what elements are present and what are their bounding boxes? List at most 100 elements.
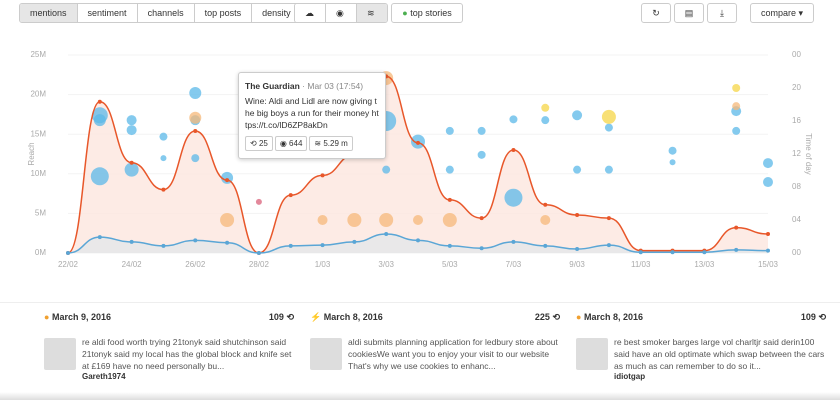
bubble <box>669 159 676 166</box>
story-card[interactable]: ● March 8, 2016 109 ⟲ re best smoker barg… <box>576 312 826 381</box>
bubble <box>189 111 202 124</box>
bubble <box>413 215 423 225</box>
tab[interactable]: channels <box>137 4 195 22</box>
reach-value: 5.29 m <box>323 139 348 148</box>
card-date: March 8, 2016 <box>583 312 643 322</box>
card-header: ⚡ March 8, 2016 225 ⟲ <box>310 312 560 322</box>
point <box>225 178 230 183</box>
eye-button[interactable]: ◉ <box>326 4 357 22</box>
retweets: ⟲ 25 <box>245 136 273 151</box>
x-tick-label: 1/03 <box>315 260 331 269</box>
bubble <box>159 132 168 141</box>
card-text: re best smoker barges large vol charltjr… <box>614 337 825 371</box>
chart: Reach Time of day 0M 5M 10M 15M 20M 25M 00 04 08… <box>27 50 813 269</box>
point <box>288 243 293 248</box>
point <box>352 239 357 244</box>
bubble <box>541 103 550 112</box>
tooltip-source: The Guardian <box>245 81 300 91</box>
wifi-button[interactable]: ≋ <box>357 4 387 22</box>
avatar <box>576 338 608 370</box>
tab[interactable]: mentions <box>20 4 78 22</box>
point <box>479 216 484 221</box>
point <box>543 243 548 248</box>
y-tick-label: 10M <box>30 169 46 178</box>
card-text: re aldi food worth trying 21tonyk said s… <box>82 337 292 371</box>
card-author: idiotgap <box>614 372 646 381</box>
x-tick-label: 5/03 <box>442 260 458 269</box>
card-header: ● March 9, 2016 109 ⟲ <box>44 312 294 322</box>
point <box>766 231 770 236</box>
point <box>606 243 611 248</box>
tooltip-text: Wine: Aldi and Lidl are now giving the b… <box>245 96 379 130</box>
bubble <box>347 213 362 227</box>
bubble <box>573 165 582 174</box>
story-card[interactable]: ⚡ March 8, 2016 225 ⟲ aldi submits planni… <box>310 312 560 371</box>
y-tick-label: 25M <box>30 50 46 59</box>
y-tick-label: 5M <box>35 209 46 218</box>
bubble <box>93 114 106 127</box>
x-tick-label: 13/03 <box>694 260 715 269</box>
bubble <box>732 84 741 92</box>
top-stories-toggle[interactable]: ● top stories <box>391 3 463 23</box>
card-count: 109 ⟲ <box>800 312 826 322</box>
bubble <box>504 188 523 207</box>
bubble <box>541 116 550 125</box>
point <box>734 247 739 252</box>
point <box>129 160 134 165</box>
point <box>447 243 452 248</box>
bubble <box>124 162 139 177</box>
bubble <box>445 126 454 135</box>
point <box>606 216 611 221</box>
bubble <box>191 154 200 163</box>
point <box>670 250 675 255</box>
avatar <box>310 338 342 370</box>
card-text: aldi submits planning application for le… <box>348 337 558 371</box>
point <box>543 202 548 207</box>
compare-button[interactable]: compare ▾ <box>750 3 814 23</box>
point <box>734 225 739 230</box>
y2-tick-label: 00 <box>792 50 801 59</box>
y2-tick-label: 04 <box>792 215 801 224</box>
x-tick-label: 22/02 <box>58 260 79 269</box>
refresh-button[interactable]: ↻ <box>641 3 671 23</box>
x-tick-label: 7/03 <box>506 260 522 269</box>
y-tick-label: 20M <box>30 90 46 99</box>
bubble <box>445 165 454 174</box>
story-card[interactable]: ● March 9, 2016 109 ⟲ re aldi food worth … <box>44 312 294 381</box>
point <box>161 187 166 192</box>
bubble <box>160 155 167 162</box>
card-count: 225 ⟲ <box>534 312 560 322</box>
point <box>193 238 198 243</box>
x-tick-label: 3/03 <box>378 260 394 269</box>
bubble <box>601 109 616 124</box>
toggle-label: top stories <box>410 8 452 18</box>
bubble <box>379 213 394 227</box>
tab[interactable]: density <box>252 4 301 22</box>
point <box>702 250 707 255</box>
bubble <box>477 126 486 135</box>
point <box>161 243 166 248</box>
avatar <box>44 338 76 370</box>
bubble <box>604 123 613 132</box>
bubble <box>189 86 202 99</box>
download-button[interactable]: ⤓ <box>707 3 737 23</box>
bubble <box>732 102 741 111</box>
table-button[interactable]: ▤ <box>674 3 704 23</box>
cloud-button[interactable]: ☁ <box>295 4 326 22</box>
tab[interactable]: sentiment <box>77 4 138 22</box>
count-value: 109 <box>800 312 816 322</box>
bubble <box>732 126 741 135</box>
point <box>384 231 389 236</box>
point <box>766 248 770 253</box>
y2-axis-title: Time of day <box>804 133 813 175</box>
bubble <box>382 165 391 174</box>
y-tick-label: 0M <box>35 248 46 257</box>
divider <box>0 302 840 303</box>
tab[interactable]: top posts <box>194 4 253 22</box>
y2-tick-label: 20 <box>792 83 801 92</box>
tooltip: The Guardian · Mar 03 (17:54) Wine: Aldi… <box>238 72 386 159</box>
point <box>288 193 293 198</box>
point <box>225 240 230 245</box>
x-tick-label: 28/02 <box>249 260 270 269</box>
